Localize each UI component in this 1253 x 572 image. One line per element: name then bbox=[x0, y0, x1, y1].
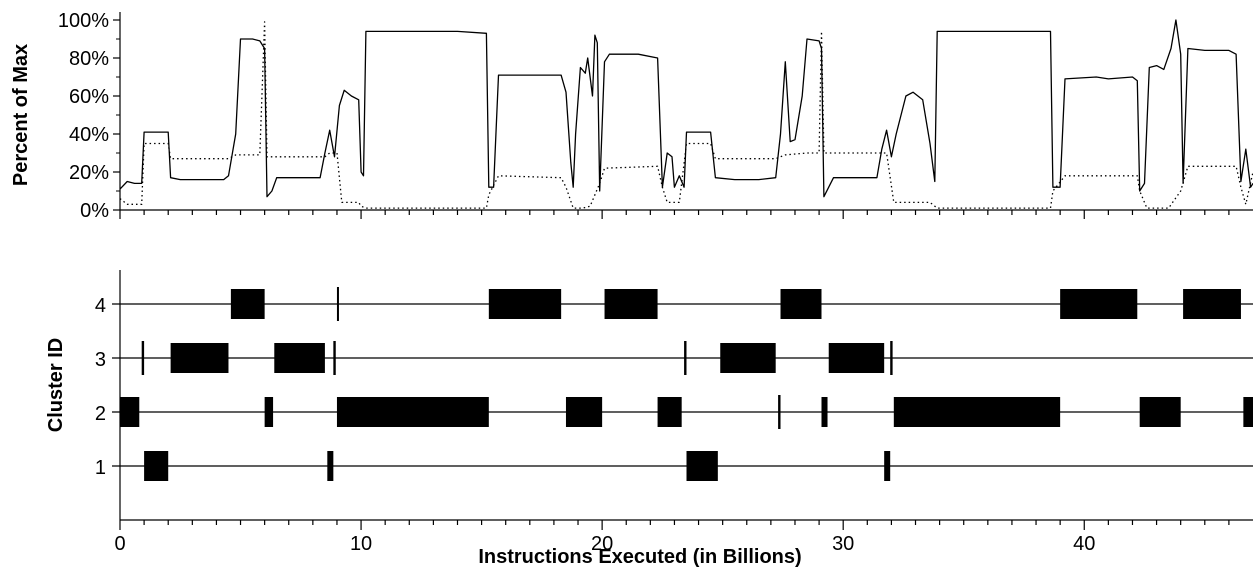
cluster-segment bbox=[274, 343, 325, 373]
top-y-axis-title: Percent of Max bbox=[10, 44, 32, 186]
cluster-segment bbox=[890, 341, 893, 375]
cluster-segment bbox=[120, 397, 140, 427]
cluster-segment bbox=[686, 451, 718, 481]
cluster-tick-label: 2 bbox=[95, 403, 106, 425]
solid-series-line bbox=[119, 19, 1253, 198]
bottom-y-axis-title: Cluster ID bbox=[45, 338, 67, 432]
top-y-tick-label: 80% bbox=[69, 48, 109, 70]
cluster-segment bbox=[230, 289, 265, 319]
top-y-tick-label: 0% bbox=[80, 200, 109, 222]
cluster-tick-label: 4 bbox=[95, 295, 106, 317]
cluster-segment bbox=[884, 451, 891, 481]
cluster-segment bbox=[1243, 397, 1253, 427]
usage-line-chart: 0% 20% 40% 60% 80% 100% bbox=[58, 10, 1253, 222]
x-axis-title: Instructions Executed (in Billions) bbox=[478, 546, 801, 568]
cluster-tick-label: 1 bbox=[95, 457, 106, 479]
cluster-segment bbox=[170, 343, 229, 373]
cluster-segment bbox=[1139, 397, 1181, 427]
cluster-segment bbox=[336, 287, 339, 321]
cluster-segment bbox=[141, 341, 145, 375]
cluster-segment bbox=[657, 397, 682, 427]
cluster-segment bbox=[333, 341, 336, 375]
cluster-segment bbox=[1183, 289, 1241, 319]
cluster-segment bbox=[264, 397, 274, 427]
cluster-segment bbox=[821, 397, 828, 427]
cluster-segment bbox=[1060, 289, 1138, 319]
cluster-segment bbox=[778, 395, 781, 429]
top-y-tick-label: 60% bbox=[69, 86, 109, 108]
top-y-tick-label: 100% bbox=[58, 10, 109, 32]
dotted-series-line bbox=[119, 21, 1253, 209]
cluster-segment bbox=[720, 343, 776, 373]
cluster-segment bbox=[327, 451, 334, 481]
cluster-segment bbox=[684, 341, 687, 375]
cluster-tick-label: 3 bbox=[95, 349, 106, 371]
x-tick-label: 10 bbox=[350, 533, 372, 555]
top-y-tick-label: 40% bbox=[69, 124, 109, 146]
cluster-segment bbox=[488, 289, 562, 319]
top-y-tick-label: 20% bbox=[69, 162, 109, 184]
cluster-segment bbox=[604, 289, 658, 319]
cluster-segment bbox=[780, 289, 822, 319]
x-tick-label: 30 bbox=[832, 533, 854, 555]
cluster-segment bbox=[144, 451, 169, 481]
x-tick-label: 0 bbox=[114, 533, 125, 555]
cluster-segment bbox=[893, 397, 1061, 427]
cluster-segment bbox=[336, 397, 489, 427]
x-tick-label: 40 bbox=[1073, 533, 1095, 555]
cluster-segment bbox=[565, 397, 603, 427]
x-tick-label: 20 bbox=[591, 533, 613, 555]
cluster-segment bbox=[828, 343, 885, 373]
